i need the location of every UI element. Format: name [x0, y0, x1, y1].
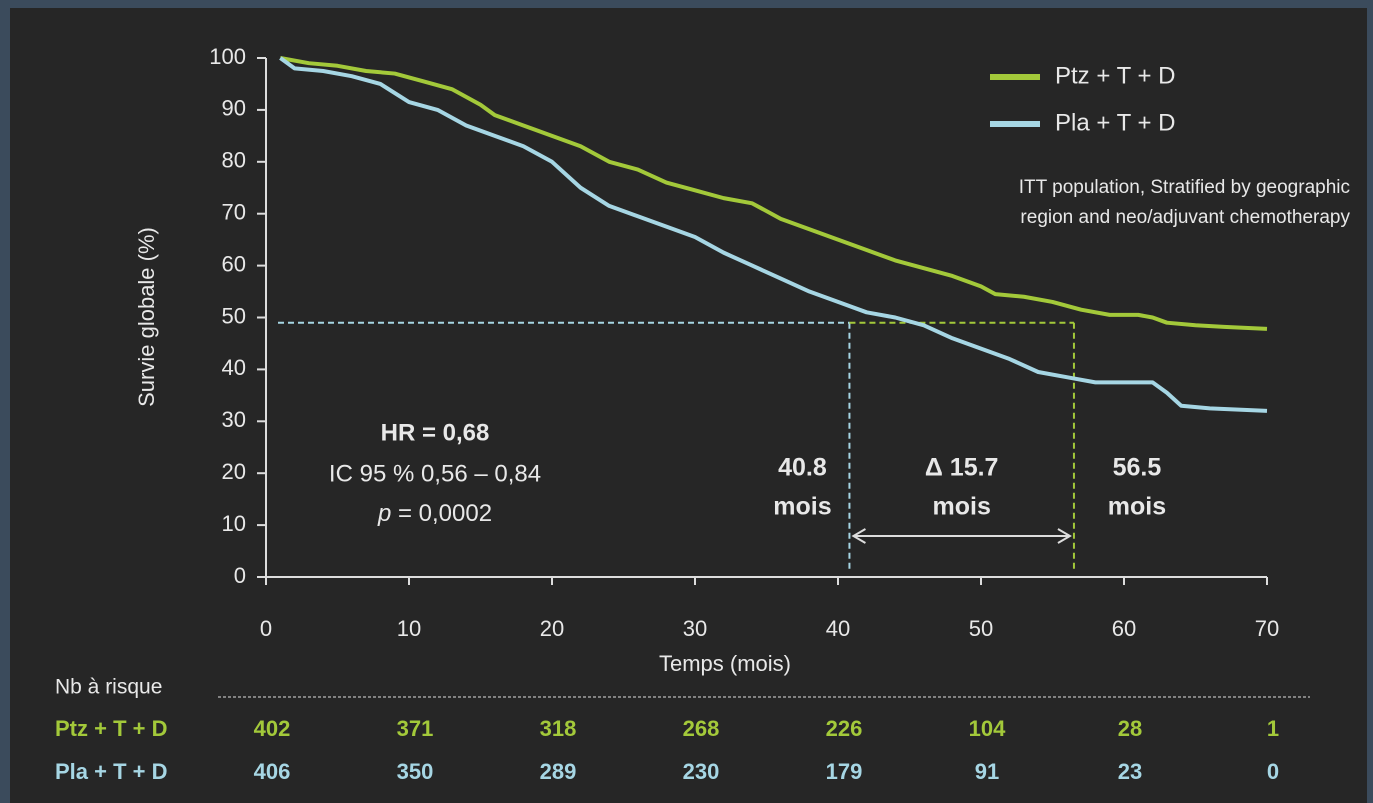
x-tick-label: 70	[1255, 616, 1279, 641]
median-unit: mois	[773, 493, 831, 521]
y-tick-label: 0	[234, 563, 246, 588]
risk-count: 226	[826, 716, 863, 741]
arrow-head	[851, 528, 866, 544]
p-symbol: p	[377, 500, 391, 527]
risk-row-label: Pla + T + D	[55, 759, 168, 784]
risk-count: 1	[1267, 716, 1279, 741]
risk-count: 230	[683, 759, 720, 784]
risk-count: 318	[540, 716, 577, 741]
y-tick-label: 90	[222, 96, 246, 121]
y-tick-label: 50	[222, 303, 246, 328]
median-unit: mois	[1108, 493, 1166, 521]
survival-curve	[279, 56, 1268, 331]
y-tick-label: 100	[209, 44, 246, 69]
ci-text: IC 95 % 0,56 – 0,84	[329, 460, 541, 487]
p-text: p = 0,0002	[377, 500, 492, 527]
survival-curve	[279, 56, 1268, 413]
note: ITT population, Stratified by geographic	[1019, 177, 1350, 198]
x-tick-label: 40	[826, 616, 850, 641]
risk-count: 371	[397, 716, 434, 741]
x-tick-label: 60	[1112, 616, 1136, 641]
y-tick-label: 10	[222, 511, 246, 536]
y-tick-label: 20	[222, 459, 246, 484]
risk-count: 23	[1118, 759, 1142, 784]
y-axis-label: Survie globale (%)	[134, 227, 159, 407]
risk-count: 28	[1118, 716, 1142, 741]
risk-count: 406	[254, 759, 291, 784]
x-tick-label: 30	[683, 616, 707, 641]
median-label: Δ 15.7	[925, 454, 999, 482]
x-tick-label: 0	[260, 616, 272, 641]
hr-text: HR = 0,68	[381, 419, 490, 446]
arrow-head	[1057, 528, 1072, 544]
risk-count: 289	[540, 759, 577, 784]
y-tick-label: 60	[222, 251, 246, 276]
note: region and neo/adjuvant chemotherapy	[1020, 207, 1350, 228]
x-axis-label: Temps (mois)	[659, 651, 791, 676]
risk-count: 104	[969, 716, 1006, 741]
y-tick-label: 80	[222, 148, 246, 173]
x-tick-label: 20	[540, 616, 564, 641]
risk-count: 402	[254, 716, 291, 741]
risk-row-label: Ptz + T + D	[55, 716, 167, 741]
background	[10, 8, 1367, 803]
legend-label: Ptz + T + D	[1055, 62, 1176, 89]
y-tick-label: 40	[222, 355, 246, 380]
y-tick-label: 30	[222, 407, 246, 432]
risk-count: 91	[975, 759, 999, 784]
p-value: = 0,0002	[391, 500, 492, 527]
risk-count: 179	[826, 759, 863, 784]
legend-label: Pla + T + D	[1055, 109, 1176, 136]
risk-title: Nb à risque	[55, 676, 162, 699]
risk-count: 0	[1267, 759, 1279, 784]
x-tick-label: 10	[397, 616, 421, 641]
risk-count: 350	[397, 759, 434, 784]
x-tick-label: 50	[969, 616, 993, 641]
median-unit: mois	[933, 493, 991, 521]
risk-count: 268	[683, 716, 720, 741]
median-label: 40.8	[778, 454, 827, 482]
y-tick-label: 70	[222, 200, 246, 225]
median-label: 56.5	[1113, 454, 1162, 482]
